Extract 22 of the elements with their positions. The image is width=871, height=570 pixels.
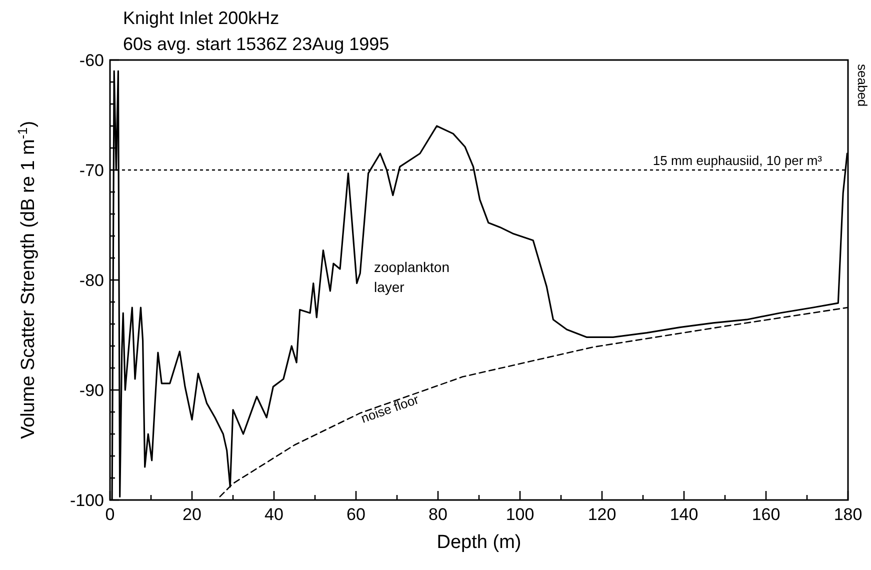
ref-line-label: 15 mm euphausiid, 10 per m³ <box>652 153 823 168</box>
x-tick-label: 160 <box>752 505 780 524</box>
text: noise floor <box>359 391 422 426</box>
x-tick-label: 20 <box>182 505 202 524</box>
x-axis-title: Depth (m) <box>436 532 522 553</box>
x-tick-label: 120 <box>588 505 616 524</box>
x-tick-label: 0 <box>105 505 115 524</box>
x-tick-label: 140 <box>670 505 698 524</box>
x-tick-label: 60 <box>346 505 366 524</box>
x-tick-label: 100 <box>506 505 534 524</box>
text: seabed <box>855 64 870 107</box>
y-tick-label: -70 <box>79 161 104 180</box>
chart-subtitle: 60s avg. start 1536Z 23Aug 1995 <box>123 34 390 54</box>
x-tick-label: 80 <box>428 505 448 524</box>
chart-title: Knight Inlet 200kHz <box>123 8 280 28</box>
y-tick-label: -90 <box>79 381 104 400</box>
x-tick-label: 180 <box>834 505 862 524</box>
annotation: zooplankton layer <box>374 259 450 295</box>
x-tick-label: 40 <box>264 505 284 524</box>
y-tick-label: -80 <box>79 271 104 290</box>
y-tick-label: -60 <box>79 51 104 70</box>
y-tick-label: -100 <box>70 491 104 510</box>
